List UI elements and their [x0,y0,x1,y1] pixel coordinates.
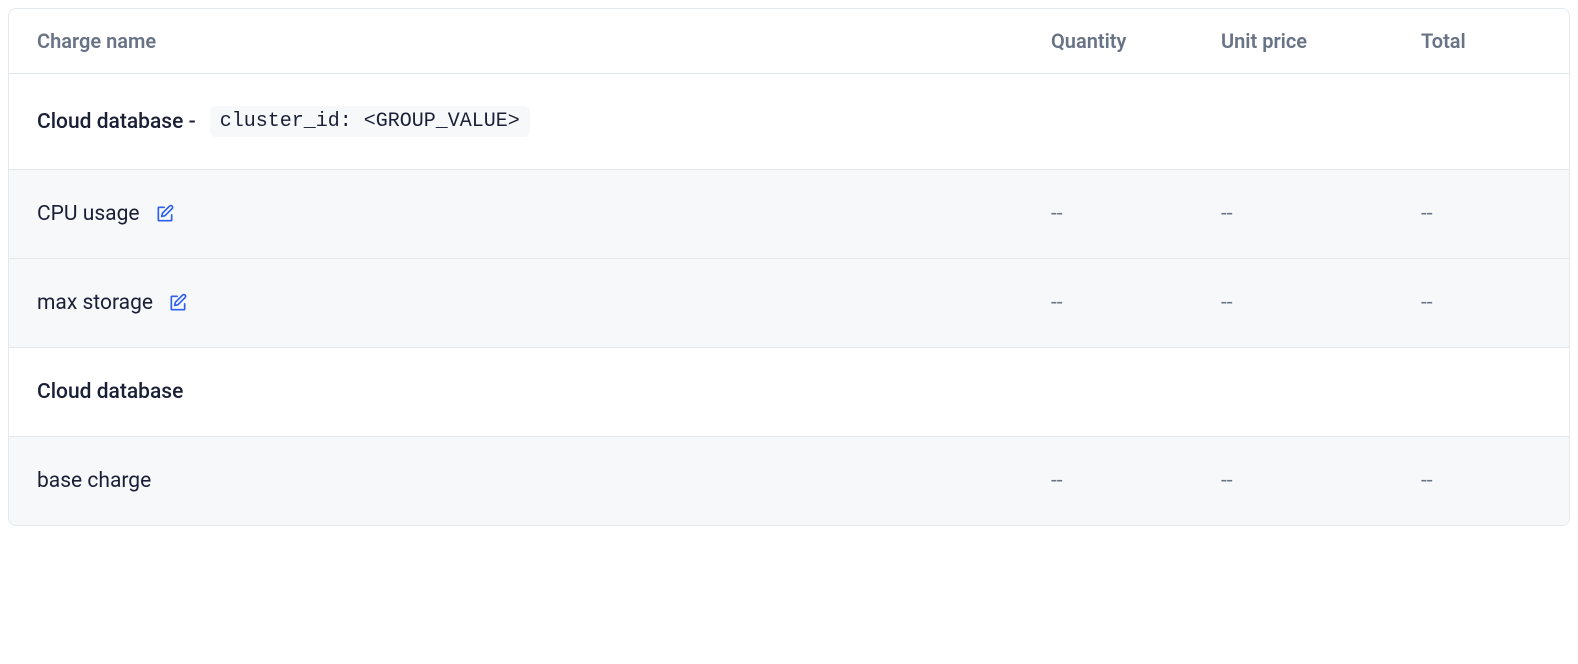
charge-name: CPU usage [37,202,140,226]
col-header-name: Charge name [37,29,1051,53]
charge-row: CPU usage -- -- -- [9,170,1569,259]
charge-name: base charge [37,469,151,493]
group-title-prefix: Cloud database - [37,110,196,134]
charge-total: -- [1421,291,1541,315]
charge-quantity: -- [1051,469,1221,493]
charge-row: max storage -- -- -- [9,259,1569,348]
group-header-row: Cloud database [9,348,1569,437]
charge-total: -- [1421,469,1541,493]
col-header-quantity: Quantity [1051,29,1221,53]
group-title: Cloud database - cluster_id: <GROUP_VALU… [37,106,1051,137]
charge-name: max storage [37,291,153,315]
group-header-row: Cloud database - cluster_id: <GROUP_VALU… [9,74,1569,170]
charge-quantity: -- [1051,291,1221,315]
col-header-unit-price: Unit price [1221,29,1421,53]
col-header-total: Total [1421,29,1541,53]
charge-unit-price: -- [1221,291,1421,315]
charge-total: -- [1421,202,1541,226]
charges-table: Charge name Quantity Unit price Total Cl… [8,8,1570,526]
group-code-chip: cluster_id: <GROUP_VALUE> [210,106,530,137]
table-header-row: Charge name Quantity Unit price Total [9,9,1569,74]
edit-icon[interactable] [154,203,176,225]
group-title-prefix: Cloud database [37,380,183,404]
charge-quantity: -- [1051,202,1221,226]
edit-icon[interactable] [167,292,189,314]
group-title: Cloud database [37,380,1051,404]
charge-row: base charge -- -- -- [9,437,1569,525]
charge-unit-price: -- [1221,202,1421,226]
charge-unit-price: -- [1221,469,1421,493]
